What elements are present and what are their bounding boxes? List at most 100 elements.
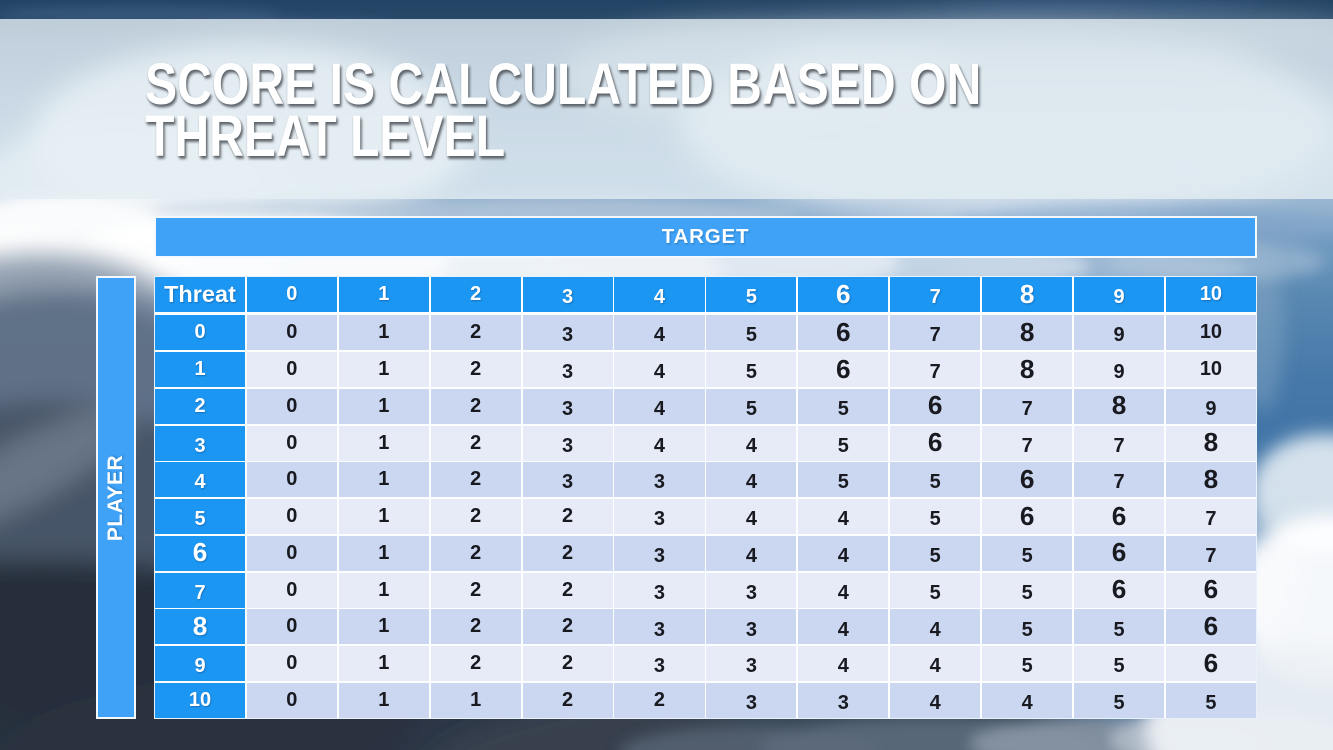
score-cell-r9-c8: 5 bbox=[982, 646, 1073, 682]
score-cell-r8-c7: 4 bbox=[890, 609, 981, 645]
score-cell-r8-c1: 1 bbox=[338, 609, 429, 645]
row-label-cell-7: 7 bbox=[155, 572, 245, 608]
score-cell-r5-c7: 5 bbox=[890, 499, 981, 535]
score-cell-r4-c5: 4 bbox=[706, 462, 797, 498]
score-cell-r7-c0: 0 bbox=[246, 572, 337, 608]
score-cell-r3-c4: 4 bbox=[614, 425, 705, 461]
score-table: Threat 0 1 2 3 4 5 6 7 8 9 1 0 0 0 1 2 3 4 5 6 7 8 9 1 0 1 0 1 2 3 4 5 6 7… bbox=[154, 276, 1257, 719]
score-cell-r3-c7: 6 bbox=[890, 425, 981, 461]
score-cell-r8-c4: 3 bbox=[614, 609, 705, 645]
column-header-cell-6: 6 bbox=[798, 277, 889, 314]
score-cell-r9-c5: 3 bbox=[706, 646, 797, 682]
title-banner: SCORE IS CALCULATED BASED ON THREAT LEVE… bbox=[0, 19, 1333, 199]
score-cell-r2-c10: 9 bbox=[1165, 388, 1256, 424]
row-label-cell-4: 4 bbox=[155, 462, 245, 498]
score-cell-r10-c7: 4 bbox=[890, 683, 981, 718]
score-cell-r6-c2: 2 bbox=[430, 535, 521, 571]
row-label-cell-0: 0 bbox=[155, 315, 245, 351]
score-cell-r9-c9: 5 bbox=[1073, 646, 1165, 682]
score-cell-r9-c3: 2 bbox=[522, 646, 613, 682]
score-cell-r9-c10: 6 bbox=[1165, 646, 1256, 682]
score-cell-r0-c4: 4 bbox=[614, 315, 705, 351]
score-cell-r2-c3: 3 bbox=[522, 388, 613, 424]
row-label-cell-6: 6 bbox=[155, 535, 245, 571]
row-label-cell-1: 1 bbox=[155, 351, 245, 387]
score-cell-r4-c2: 2 bbox=[430, 462, 521, 498]
score-cell-r10-c2: 1 bbox=[430, 683, 521, 718]
score-cell-r8-c3: 2 bbox=[522, 609, 613, 645]
score-cell-r6-c7: 5 bbox=[890, 535, 981, 571]
score-cell-r2-c5: 5 bbox=[706, 388, 797, 424]
score-cell-r0-c7: 7 bbox=[890, 315, 981, 351]
score-cell-r2-c2: 2 bbox=[430, 388, 521, 424]
score-cell-r6-c4: 3 bbox=[614, 535, 705, 571]
score-cell-r7-c7: 5 bbox=[890, 572, 981, 608]
score-cell-r2-c6: 5 bbox=[798, 388, 889, 424]
score-cell-r5-c1: 1 bbox=[338, 499, 429, 535]
score-cell-r9-c0: 0 bbox=[246, 646, 337, 682]
corner-header-cell: Threat bbox=[155, 277, 245, 314]
score-cell-r1-c2: 2 bbox=[430, 351, 521, 387]
score-cell-r2-c8: 7 bbox=[982, 388, 1073, 424]
column-header-cell-0: 0 bbox=[246, 277, 337, 314]
score-cell-r3-c10: 8 bbox=[1165, 425, 1256, 461]
score-cell-r5-c9: 6 bbox=[1073, 499, 1165, 535]
score-cell-r7-c9: 6 bbox=[1073, 572, 1165, 608]
column-header-cell-2: 2 bbox=[430, 277, 521, 314]
score-cell-r3-c6: 5 bbox=[798, 425, 889, 461]
score-cell-r6-c6: 4 bbox=[798, 535, 889, 571]
score-cell-r3-c5: 4 bbox=[706, 425, 797, 461]
row-label-cell-3: 3 bbox=[155, 425, 245, 461]
score-cell-r8-c0: 0 bbox=[246, 609, 337, 645]
score-cell-r2-c4: 4 bbox=[614, 388, 705, 424]
score-cell-r10-c5: 3 bbox=[706, 683, 797, 718]
score-cell-r1-c0: 0 bbox=[246, 351, 337, 387]
score-cell-r0-c3: 3 bbox=[522, 315, 613, 351]
score-cell-r8-c9: 5 bbox=[1073, 609, 1165, 645]
score-cell-r5-c0: 0 bbox=[246, 499, 337, 535]
score-cell-r3-c9: 7 bbox=[1073, 425, 1165, 461]
row-label-cell-9: 9 bbox=[155, 646, 245, 682]
score-cell-r3-c1: 1 bbox=[338, 425, 429, 461]
score-cell-r1-c6: 6 bbox=[798, 351, 889, 387]
score-cell-r10-c3: 2 bbox=[522, 683, 613, 718]
row-label-cell-5: 5 bbox=[155, 499, 245, 535]
score-cell-r10-c0: 0 bbox=[246, 683, 337, 718]
score-cell-r3-c3: 3 bbox=[522, 425, 613, 461]
column-header-cell-3: 3 bbox=[522, 277, 613, 314]
column-header-cell-9: 9 bbox=[1073, 277, 1165, 314]
score-cell-r8-c10: 6 bbox=[1165, 609, 1256, 645]
score-cell-r6-c0: 0 bbox=[246, 535, 337, 571]
score-cell-r4-c0: 0 bbox=[246, 462, 337, 498]
score-cell-r6-c3: 2 bbox=[522, 535, 613, 571]
score-cell-r9-c1: 1 bbox=[338, 646, 429, 682]
score-cell-r5-c5: 4 bbox=[706, 499, 797, 535]
score-cell-r2-c7: 6 bbox=[890, 388, 981, 424]
score-cell-r5-c8: 6 bbox=[982, 499, 1073, 535]
score-cell-r1-c7: 7 bbox=[890, 351, 981, 387]
score-cell-r1-c8: 8 bbox=[982, 351, 1073, 387]
score-cell-r3-c0: 0 bbox=[246, 425, 337, 461]
score-cell-r3-c2: 2 bbox=[430, 425, 521, 461]
score-cell-r0-c1: 1 bbox=[338, 315, 429, 351]
slide-title-line1: SCORE IS CALCULATED BASED ON bbox=[145, 52, 982, 117]
score-cell-r10-c1: 1 bbox=[338, 683, 429, 718]
score-cell-r4-c7: 5 bbox=[890, 462, 981, 498]
score-cell-r8-c8: 5 bbox=[982, 609, 1073, 645]
score-cell-r10-c9: 5 bbox=[1073, 683, 1165, 718]
target-axis-bar: TARGET bbox=[154, 216, 1257, 258]
score-cell-r4-c8: 6 bbox=[982, 462, 1073, 498]
score-cell-r2-c9: 8 bbox=[1073, 388, 1165, 424]
score-cell-r3-c8: 7 bbox=[982, 425, 1073, 461]
score-cell-r7-c6: 4 bbox=[798, 572, 889, 608]
score-cell-r4-c3: 3 bbox=[522, 462, 613, 498]
score-cell-r1-c9: 9 bbox=[1073, 351, 1165, 387]
score-cell-r5-c3: 2 bbox=[522, 499, 613, 535]
player-axis-bar: PLAYER bbox=[96, 276, 136, 719]
score-cell-r4-c10: 8 bbox=[1165, 462, 1256, 498]
score-cell-r2-c0: 0 bbox=[246, 388, 337, 424]
